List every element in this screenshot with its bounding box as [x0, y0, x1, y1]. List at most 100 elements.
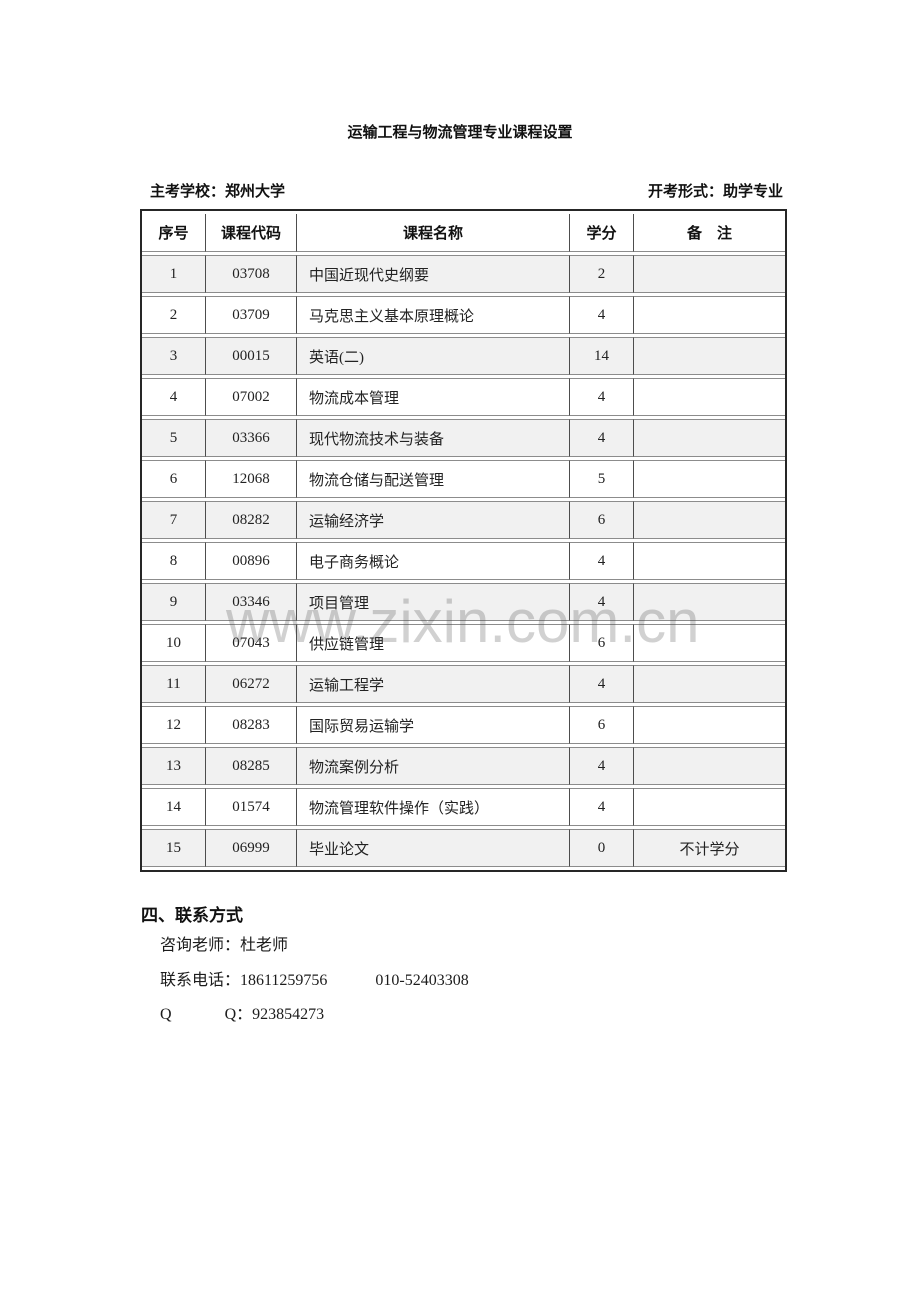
cell-no: 3 — [142, 337, 206, 375]
page-title: 运输工程与物流管理专业课程设置 — [347, 124, 573, 141]
cell-code: 03708 — [206, 255, 297, 293]
cell-name: 现代物流技术与装备 — [297, 419, 570, 457]
cell-no: 14 — [142, 788, 206, 826]
cell-credits: 4 — [570, 296, 634, 334]
phone-label: 联系电话： — [160, 972, 241, 989]
cell-code: 07002 — [206, 378, 297, 416]
cell-no: 6 — [142, 460, 206, 498]
table-row: 11 06272 运输工程学 4 — [142, 665, 785, 703]
table-row: 6 12068 物流仓储与配送管理 5 — [142, 460, 785, 498]
table-row: 1 03708 中国近现代史纲要 2 — [142, 255, 785, 293]
qq-number: 923854273 — [252, 1006, 325, 1023]
table-row: 9 03346 项目管理 4 — [142, 583, 785, 621]
col-header-name: 课程名称 — [297, 214, 570, 252]
cell-name: 电子商务概论 — [297, 542, 570, 580]
cell-code: 12068 — [206, 460, 297, 498]
cell-note — [634, 747, 785, 785]
col-header-note: 备 注 — [634, 214, 785, 252]
cell-code: 07043 — [206, 624, 297, 662]
cell-name: 英语(二) — [297, 337, 570, 375]
cell-code: 00896 — [206, 542, 297, 580]
main-school-label: 主考学校：郑州大学 — [150, 183, 286, 200]
col-header-no: 序号 — [142, 214, 206, 252]
cell-credits: 4 — [570, 788, 634, 826]
cell-no: 2 — [142, 296, 206, 334]
cell-no: 5 — [142, 419, 206, 457]
cell-note — [634, 296, 785, 334]
meta-row: 主考学校：郑州大学 开考形式：助学专业 — [140, 180, 783, 201]
cell-name: 物流仓储与配送管理 — [297, 460, 570, 498]
cell-name: 运输经济学 — [297, 501, 570, 539]
cell-no: 10 — [142, 624, 206, 662]
cell-name: 物流成本管理 — [297, 378, 570, 416]
cell-note — [634, 255, 785, 293]
contact-teacher-line: 咨询老师：杜老师 — [160, 937, 289, 954]
table-row: 4 07002 物流成本管理 4 — [142, 378, 785, 416]
exam-form-label: 开考形式：助学专业 — [647, 183, 783, 200]
cell-note — [634, 665, 785, 703]
cell-code: 08283 — [206, 706, 297, 744]
cell-code: 03709 — [206, 296, 297, 334]
phone-number-2: 010-52403308 — [375, 972, 469, 989]
cell-no: 11 — [142, 665, 206, 703]
cell-no: 15 — [142, 829, 206, 867]
table-row: 15 06999 毕业论文 0 不计学分 — [142, 829, 785, 867]
cell-code: 03346 — [206, 583, 297, 621]
cell-credits: 4 — [570, 378, 634, 416]
contact-qq-line: Q Q：923854273 — [160, 1000, 324, 1024]
cell-credits: 6 — [570, 501, 634, 539]
cell-note — [634, 337, 785, 375]
table-row: 14 01574 物流管理软件操作（实践） 4 — [142, 788, 785, 826]
col-header-code: 课程代码 — [206, 214, 297, 252]
cell-credits: 6 — [570, 624, 634, 662]
cell-code: 08282 — [206, 501, 297, 539]
contact-section-heading: 四、联系方式 — [141, 906, 243, 925]
cell-no: 13 — [142, 747, 206, 785]
col-header-credits: 学分 — [570, 214, 634, 252]
cell-note — [634, 624, 785, 662]
cell-code: 08285 — [206, 747, 297, 785]
cell-credits: 4 — [570, 583, 634, 621]
cell-note — [634, 378, 785, 416]
table-row: 2 03709 马克思主义基本原理概论 4 — [142, 296, 785, 334]
cell-credits: 14 — [570, 337, 634, 375]
cell-no: 12 — [142, 706, 206, 744]
cell-credits: 4 — [570, 419, 634, 457]
cell-code: 01574 — [206, 788, 297, 826]
qq-label-right: Q： — [224, 1006, 253, 1023]
cell-no: 9 — [142, 583, 206, 621]
cell-note — [634, 460, 785, 498]
cell-code: 00015 — [206, 337, 297, 375]
cell-note — [634, 542, 785, 580]
cell-code: 06272 — [206, 665, 297, 703]
table-row: 8 00896 电子商务概论 4 — [142, 542, 785, 580]
cell-name: 国际贸易运输学 — [297, 706, 570, 744]
table-row: 3 00015 英语(二) 14 — [142, 337, 785, 375]
contact-phone-line: 联系电话：18611259756 010-52403308 — [160, 966, 469, 990]
cell-note — [634, 706, 785, 744]
cell-credits: 6 — [570, 706, 634, 744]
cell-no: 7 — [142, 501, 206, 539]
cell-name: 中国近现代史纲要 — [297, 255, 570, 293]
cell-name: 毕业论文 — [297, 829, 570, 867]
table-row: 7 08282 运输经济学 6 — [142, 501, 785, 539]
table-header-row: 序号 课程代码 课程名称 学分 备 注 — [142, 214, 785, 252]
cell-credits: 4 — [570, 542, 634, 580]
cell-credits: 4 — [570, 665, 634, 703]
cell-note — [634, 419, 785, 457]
phone-number-1: 18611259756 — [240, 972, 328, 989]
cell-code: 06999 — [206, 829, 297, 867]
cell-credits: 5 — [570, 460, 634, 498]
table-row: 5 03366 现代物流技术与装备 4 — [142, 419, 785, 457]
cell-code: 03366 — [206, 419, 297, 457]
cell-note: 不计学分 — [634, 829, 785, 867]
cell-name: 物流管理软件操作（实践） — [297, 788, 570, 826]
cell-note — [634, 788, 785, 826]
table-row: 12 08283 国际贸易运输学 6 — [142, 706, 785, 744]
cell-no: 4 — [142, 378, 206, 416]
cell-name: 马克思主义基本原理概论 — [297, 296, 570, 334]
cell-name: 物流案例分析 — [297, 747, 570, 785]
cell-no: 8 — [142, 542, 206, 580]
course-table: 序号 课程代码 课程名称 学分 备 注 1 03708 中国近现代史纲要 2 2… — [140, 209, 787, 872]
